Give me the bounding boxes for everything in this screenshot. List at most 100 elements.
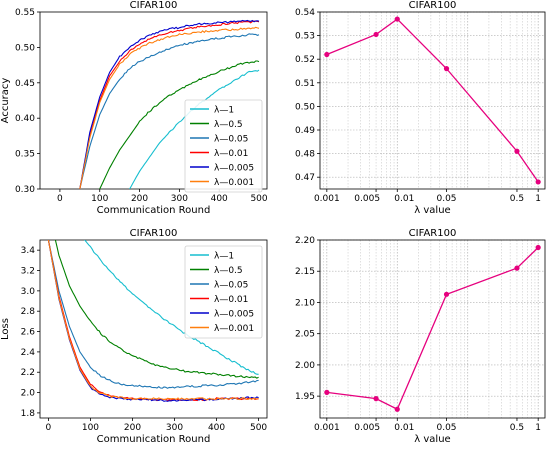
panel-accuracy-vs-round: 0.30 0.35 0.40 0.45 0.50 0.55 0 100 200 300 400 500…: [0, 0, 268, 216]
legend-label: λ—0.001: [214, 178, 254, 188]
legend-label: λ—1: [214, 106, 234, 116]
y-tick-label: 0.53: [295, 32, 315, 42]
y-axis-label: Accuracy: [0, 78, 11, 124]
y-tick-label: 2.8: [21, 307, 36, 317]
y-tick-label: 2.15: [295, 267, 315, 277]
axes-frame: [319, 239, 546, 419]
chart-title: CIFAR100: [409, 228, 457, 239]
y-tick-label: 0.30: [15, 185, 35, 195]
y-tick-label: 2.0: [21, 389, 36, 399]
x-tick-label: 0.5: [510, 194, 524, 204]
y-tick-label: 3.0: [21, 287, 36, 297]
x-axis-label: λ value: [414, 434, 450, 445]
data-point: [373, 396, 379, 402]
y-tick-label: 0.51: [295, 79, 315, 89]
y-tick-label: 2.20: [295, 236, 315, 246]
series-line: [84, 240, 259, 375]
x-tick-label: 300: [171, 194, 188, 204]
x-tick-label: 0.005: [354, 194, 380, 204]
y-tick-label: 0.50: [295, 102, 315, 112]
data-point: [324, 51, 330, 58]
x-tick-label: 200: [131, 194, 148, 204]
y-tick-label: 0.49: [295, 126, 315, 136]
legend-label: λ—0.005: [214, 164, 254, 174]
x-tick-label: 300: [166, 423, 183, 433]
y-tick-label: 2.6: [21, 328, 36, 338]
data-point: [514, 148, 520, 154]
y-tick-label: 0.40: [15, 114, 35, 124]
y-tick-label: 2.2: [21, 368, 35, 378]
legend-label: λ—0.05: [214, 135, 248, 145]
y-tick-label: 2.00: [295, 361, 315, 371]
legend-label: λ—0.01: [214, 149, 248, 159]
y-axis-label: Loss: [0, 318, 11, 340]
x-tick-label: 0: [57, 194, 63, 204]
y-tick-label: 2.10: [295, 298, 315, 308]
grid: [319, 239, 545, 418]
series-line: [326, 247, 539, 411]
axes-frame: [319, 11, 546, 190]
series-line: [326, 18, 539, 183]
legend-label: λ—1: [214, 252, 234, 262]
data-point: [394, 406, 400, 412]
x-tick-label: 0.001: [314, 194, 340, 204]
x-tick-label: 0.01: [394, 194, 414, 204]
x-tick-label: 100: [91, 194, 108, 204]
y-tick-label: 1.95: [295, 392, 315, 402]
data-point: [324, 389, 330, 395]
x-tick-label: 100: [82, 423, 99, 433]
legend: λ—1 λ—0.5 λ—0.05 λ—0.01 λ—0.005 λ—0.001: [184, 99, 263, 193]
chart-title: CIFAR100: [130, 0, 178, 11]
series-group: [324, 16, 541, 185]
x-tick-label: 1: [535, 194, 541, 204]
legend-label: λ—0.001: [214, 324, 254, 334]
data-point: [443, 66, 450, 72]
y-tick-label: 3.2: [21, 267, 35, 277]
grid: [319, 11, 545, 189]
x-tick-label: 0.05: [436, 194, 456, 204]
x-tick-label: 0.05: [436, 423, 456, 433]
data-point: [443, 291, 450, 297]
data-point: [394, 16, 400, 22]
y-tick-label: 0.47: [295, 173, 315, 183]
chart-title: CIFAR100: [409, 0, 457, 11]
legend-label: λ—0.01: [214, 295, 248, 305]
axes-frame: [39, 11, 268, 190]
x-tick-label: 0.005: [354, 423, 380, 433]
series-line: [47, 240, 259, 389]
x-axis-label: λ value: [414, 205, 450, 216]
legend-label: λ—0.05: [214, 281, 248, 291]
legend: λ—1 λ—0.5 λ—0.05 λ—0.01 λ—0.005 λ—0.001: [184, 245, 263, 339]
y-tick-label: 2.05: [295, 330, 315, 340]
series-line: [79, 33, 260, 189]
x-tick-label: 500: [250, 423, 267, 433]
y-tick-label: 0.48: [295, 150, 315, 160]
x-axis-label: Communication Round: [97, 205, 211, 216]
x-tick-label: 500: [250, 194, 267, 204]
legend-label: λ—0.5: [214, 120, 243, 130]
x-tick-label: 0.001: [314, 423, 340, 433]
legend-label: λ—0.005: [214, 310, 254, 320]
y-tick-label: 0.35: [15, 150, 35, 160]
data-point: [535, 179, 541, 185]
y-tick-label: 0.50: [15, 43, 35, 53]
series-line: [47, 240, 259, 401]
x-tick-label: 400: [211, 194, 228, 204]
x-tick-label: 0: [46, 423, 52, 433]
x-tick-label: 1: [535, 423, 541, 433]
y-tick-label: 2.4: [21, 348, 36, 358]
x-tick-label: 200: [124, 423, 141, 433]
data-point: [373, 31, 379, 38]
x-tick-label: 400: [208, 423, 225, 433]
series-line: [54, 240, 259, 379]
chart-title: CIFAR100: [130, 228, 178, 239]
series-line: [79, 19, 260, 189]
series-group: [324, 244, 541, 412]
series-line: [99, 60, 260, 189]
y-tick-label: 1.8: [21, 409, 36, 419]
panel-loss-vs-round: 1.8 2.0 2.2 2.4 2.6 2.8 3.0 3.2 3.4 0 100 200 300 400…: [0, 228, 268, 445]
axes-frame: [39, 239, 268, 419]
series-group: [47, 240, 259, 402]
data-point: [514, 265, 520, 271]
